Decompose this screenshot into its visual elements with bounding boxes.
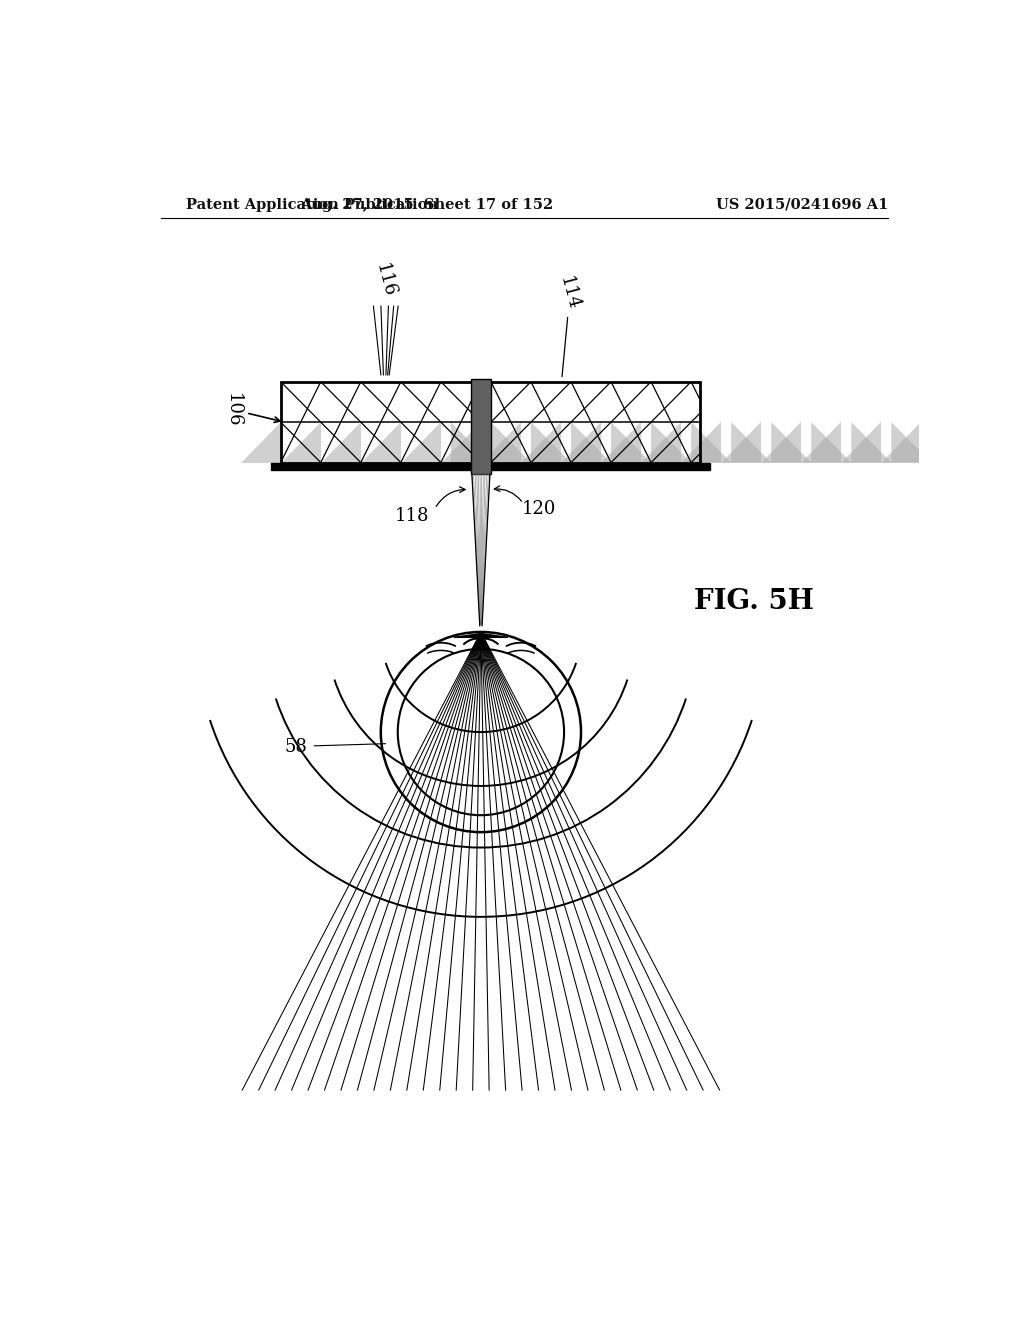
Bar: [271, 462, 710, 470]
Polygon shape: [490, 422, 531, 462]
Polygon shape: [451, 422, 490, 462]
Text: Aug. 27, 2015  Sheet 17 of 152: Aug. 27, 2015 Sheet 17 of 152: [300, 198, 554, 211]
Polygon shape: [721, 422, 761, 462]
Polygon shape: [842, 422, 882, 462]
Text: 116: 116: [372, 261, 397, 300]
Polygon shape: [441, 422, 481, 462]
Text: 106: 106: [224, 393, 243, 428]
Polygon shape: [811, 422, 851, 462]
Polygon shape: [962, 422, 1001, 462]
Polygon shape: [360, 422, 400, 462]
Polygon shape: [691, 422, 731, 462]
Polygon shape: [521, 422, 561, 462]
Polygon shape: [454, 634, 508, 638]
Polygon shape: [601, 422, 641, 462]
Polygon shape: [891, 422, 932, 462]
Polygon shape: [641, 422, 681, 462]
Polygon shape: [281, 422, 321, 462]
Bar: [281, 381, 700, 462]
Polygon shape: [932, 422, 972, 462]
Polygon shape: [922, 422, 962, 462]
Polygon shape: [561, 422, 601, 462]
Polygon shape: [761, 422, 801, 462]
Polygon shape: [731, 422, 771, 462]
Polygon shape: [400, 422, 441, 462]
Polygon shape: [571, 422, 611, 462]
Text: 120: 120: [521, 500, 556, 517]
Text: 114: 114: [556, 275, 583, 313]
Polygon shape: [681, 422, 721, 462]
Polygon shape: [851, 422, 891, 462]
Polygon shape: [321, 422, 360, 462]
Text: Patent Application Publication: Patent Application Publication: [186, 198, 438, 211]
Text: 58: 58: [285, 738, 307, 756]
Bar: [281, 381, 700, 462]
Polygon shape: [972, 422, 1012, 462]
Polygon shape: [481, 422, 521, 462]
Polygon shape: [882, 422, 922, 462]
Polygon shape: [771, 422, 811, 462]
Text: FIG. 5H: FIG. 5H: [694, 587, 814, 615]
Text: 118: 118: [394, 507, 429, 525]
Polygon shape: [1012, 422, 1024, 462]
Polygon shape: [611, 422, 651, 462]
Polygon shape: [241, 422, 281, 462]
Polygon shape: [531, 422, 571, 462]
Polygon shape: [801, 422, 842, 462]
Polygon shape: [651, 422, 691, 462]
Text: US 2015/0241696 A1: US 2015/0241696 A1: [716, 198, 888, 211]
Polygon shape: [1001, 422, 1024, 462]
Bar: [471, 379, 490, 474]
